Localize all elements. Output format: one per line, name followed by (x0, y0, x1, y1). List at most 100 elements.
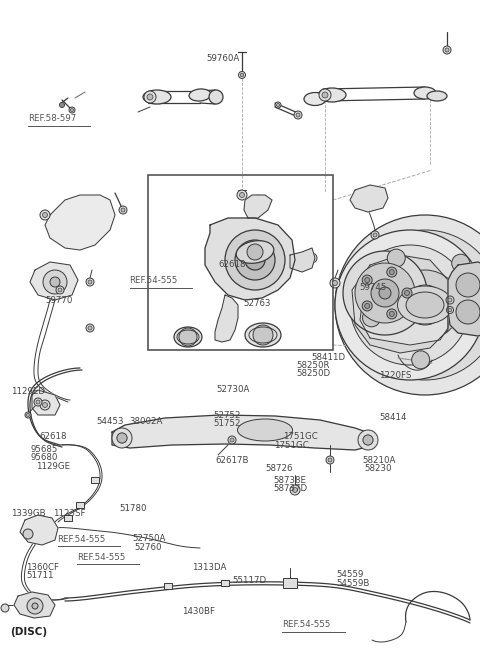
Ellipse shape (414, 87, 436, 99)
Circle shape (1, 604, 9, 612)
Circle shape (43, 402, 48, 407)
Circle shape (363, 435, 373, 445)
Text: 55117D: 55117D (233, 576, 267, 585)
Circle shape (58, 288, 62, 292)
Polygon shape (205, 218, 295, 300)
Circle shape (25, 412, 31, 418)
Circle shape (328, 458, 332, 462)
Circle shape (225, 230, 285, 290)
Circle shape (310, 255, 314, 261)
Circle shape (467, 317, 480, 335)
Polygon shape (45, 195, 115, 250)
Circle shape (88, 326, 92, 330)
Circle shape (71, 108, 73, 112)
Circle shape (446, 296, 454, 304)
Circle shape (112, 428, 132, 448)
Polygon shape (20, 515, 58, 545)
Text: 58250D: 58250D (297, 369, 331, 378)
Circle shape (119, 206, 127, 214)
Circle shape (448, 308, 452, 311)
Ellipse shape (427, 91, 447, 101)
Circle shape (343, 251, 427, 335)
Circle shape (228, 436, 236, 444)
Circle shape (390, 270, 460, 340)
Text: 54453: 54453 (96, 417, 123, 426)
Bar (91, 477, 99, 483)
Text: 1360CF: 1360CF (26, 563, 60, 572)
Circle shape (402, 288, 412, 298)
Circle shape (40, 400, 50, 410)
Text: 58250R: 58250R (297, 361, 330, 370)
Ellipse shape (304, 93, 326, 106)
Circle shape (371, 231, 379, 239)
Polygon shape (14, 592, 55, 618)
Circle shape (276, 103, 279, 106)
Bar (64, 515, 72, 521)
Polygon shape (352, 255, 448, 353)
Circle shape (456, 273, 480, 297)
Circle shape (292, 488, 298, 492)
Polygon shape (215, 295, 238, 342)
Text: 1313DA: 1313DA (192, 563, 227, 572)
Text: 95680: 95680 (30, 453, 58, 462)
Circle shape (294, 111, 302, 119)
Circle shape (237, 190, 247, 200)
Text: REF.54-555: REF.54-555 (130, 276, 178, 285)
Text: 59745: 59745 (359, 283, 386, 292)
Text: 1123SF: 1123SF (53, 509, 85, 518)
Circle shape (117, 433, 127, 443)
Text: 62618: 62618 (39, 432, 67, 441)
Text: 58737D: 58737D (274, 484, 308, 493)
Text: 58726: 58726 (265, 464, 292, 473)
Circle shape (43, 212, 48, 217)
Polygon shape (350, 185, 388, 212)
Circle shape (350, 230, 480, 380)
Polygon shape (360, 285, 448, 345)
Text: 58738E: 58738E (274, 476, 307, 485)
Text: 1751GC: 1751GC (283, 432, 318, 441)
Circle shape (235, 240, 275, 280)
Circle shape (350, 245, 470, 365)
Text: 52730A: 52730A (216, 385, 250, 394)
Circle shape (333, 281, 337, 285)
Circle shape (23, 529, 33, 539)
Circle shape (358, 430, 378, 450)
Polygon shape (32, 390, 60, 415)
Circle shape (86, 278, 94, 286)
Ellipse shape (318, 88, 346, 102)
Ellipse shape (406, 292, 444, 318)
Circle shape (362, 309, 381, 327)
Circle shape (362, 301, 372, 311)
Ellipse shape (189, 89, 211, 101)
Bar (164, 583, 172, 589)
Circle shape (371, 279, 399, 307)
Circle shape (362, 275, 372, 285)
Text: 59760A: 59760A (206, 54, 240, 63)
Circle shape (405, 291, 409, 296)
Circle shape (50, 277, 60, 287)
Circle shape (322, 92, 328, 98)
Circle shape (365, 278, 370, 283)
Circle shape (34, 398, 42, 406)
Circle shape (445, 48, 449, 52)
Circle shape (43, 270, 67, 294)
Polygon shape (112, 415, 375, 450)
Circle shape (36, 400, 40, 404)
Text: 58210A: 58210A (362, 456, 396, 465)
Circle shape (326, 456, 334, 464)
Circle shape (387, 249, 405, 267)
Circle shape (88, 280, 92, 284)
Text: 1129GE: 1129GE (36, 462, 70, 471)
Circle shape (355, 263, 415, 323)
Circle shape (387, 267, 397, 277)
Circle shape (412, 351, 430, 369)
Text: 51752: 51752 (214, 419, 241, 428)
Circle shape (60, 103, 64, 108)
Circle shape (56, 286, 64, 294)
Ellipse shape (397, 286, 453, 324)
Ellipse shape (143, 90, 171, 104)
Circle shape (275, 102, 281, 108)
Circle shape (296, 113, 300, 117)
Circle shape (255, 197, 261, 202)
Text: 58414: 58414 (379, 413, 407, 422)
